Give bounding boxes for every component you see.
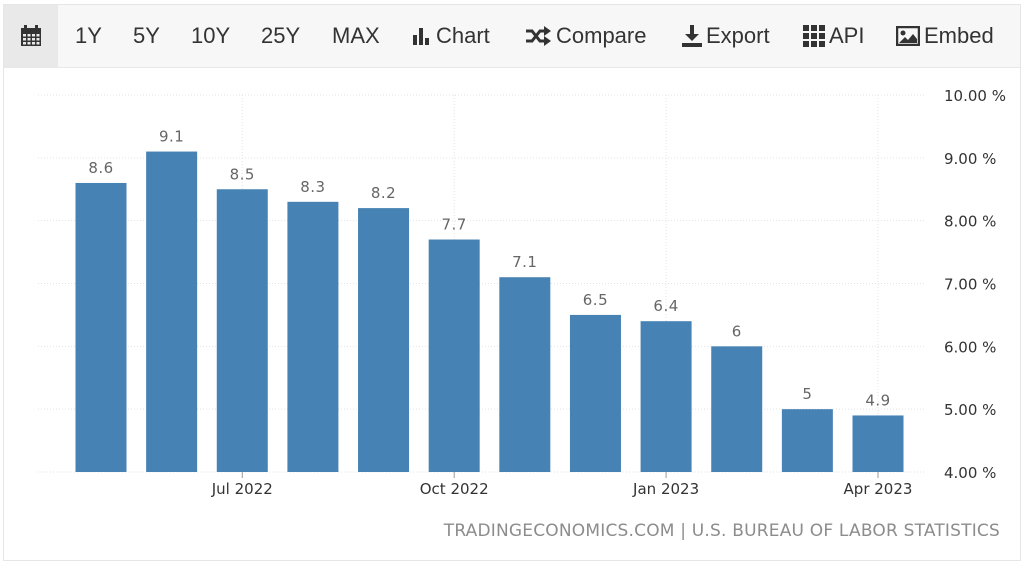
x-tick-label: Oct 2022 (420, 480, 489, 498)
y-tick-label: 4.00 % (944, 464, 996, 482)
bar (75, 182, 127, 472)
data-label: 5 (802, 385, 812, 403)
compare-button-label: Compare (556, 23, 647, 48)
grid-icon (803, 25, 825, 47)
api-button[interactable]: API (803, 5, 864, 67)
data-label: 8.3 (300, 178, 325, 196)
bar (640, 321, 692, 472)
bar (216, 189, 268, 472)
shuffle-icon (526, 26, 551, 46)
data-label: 6.5 (583, 291, 608, 309)
bar (569, 314, 621, 472)
bar (711, 346, 763, 472)
x-tick-label: Apr 2023 (844, 480, 913, 498)
y-tick-label: 8.00 % (944, 213, 996, 231)
data-label: 9.1 (159, 128, 184, 146)
api-button-label: API (829, 23, 865, 48)
data-label: 8.6 (88, 159, 113, 177)
range-max-button[interactable]: MAX (332, 23, 380, 48)
bar (146, 151, 198, 473)
bar (428, 239, 480, 472)
compare-button[interactable]: Compare (524, 5, 646, 67)
range-10y-button[interactable]: 10Y (191, 23, 231, 48)
calendar-button[interactable] (4, 5, 58, 67)
bar (852, 415, 904, 472)
data-label: 4.9 (865, 391, 890, 409)
source-credit: TRADINGECONOMICS.COM | U.S. BUREAU OF LA… (443, 521, 1000, 541)
embed-button-label: Embed (924, 23, 994, 48)
data-label: 7.1 (512, 253, 537, 271)
data-label: 6 (732, 322, 742, 340)
chart-button[interactable]: Chart (412, 5, 490, 67)
export-button[interactable]: Export (682, 5, 770, 67)
export-button-label: Export (706, 23, 770, 48)
range-5y-button[interactable]: 5Y (133, 23, 160, 48)
x-tick-label: Jul 2022 (211, 480, 273, 498)
data-label: 6.4 (653, 297, 678, 315)
bar (499, 277, 551, 472)
x-tick-label: Jan 2023 (632, 480, 699, 498)
range-25y-button[interactable]: 25Y (261, 23, 301, 48)
y-tick-label: 7.00 % (944, 276, 996, 294)
bar (287, 201, 339, 473)
y-tick-label: 5.00 % (944, 401, 996, 419)
data-label: 8.5 (230, 165, 255, 183)
bar (358, 208, 410, 472)
download-icon (682, 25, 702, 47)
image-icon (896, 26, 920, 46)
embed-button[interactable]: Embed (896, 5, 994, 67)
bar-chart-icon (413, 28, 429, 45)
y-tick-label: 6.00 % (944, 338, 996, 356)
data-label: 8.2 (371, 184, 396, 202)
bar (781, 409, 833, 472)
toolbar: 1Y 5Y 10Y 25Y MAX Chart Compare (4, 5, 1020, 68)
y-tick-label: 10.00 % (944, 87, 1006, 105)
range-1y-button[interactable]: 1Y (75, 23, 102, 48)
chart-button-label: Chart (436, 23, 490, 48)
y-tick-label: 9.00 % (944, 150, 996, 168)
calendar-icon (21, 25, 41, 46)
data-label: 7.7 (442, 216, 467, 234)
